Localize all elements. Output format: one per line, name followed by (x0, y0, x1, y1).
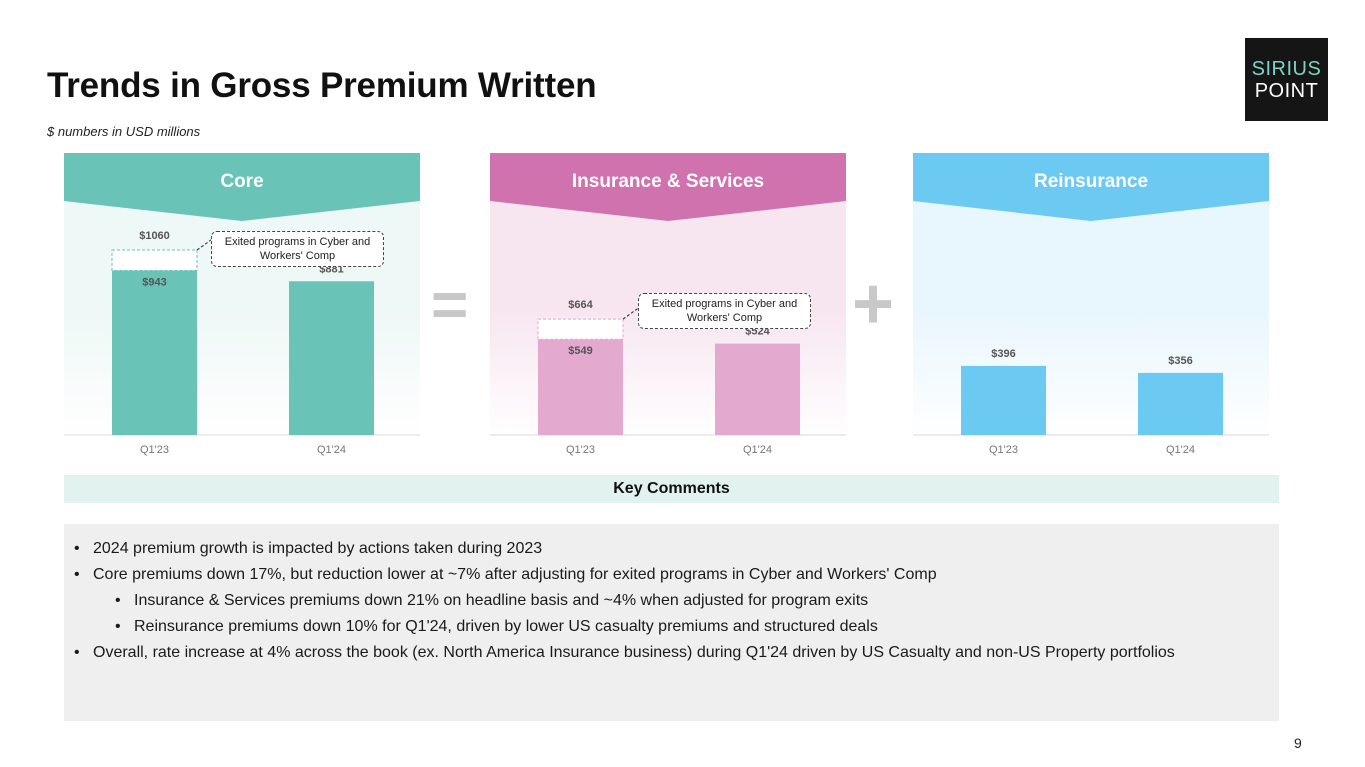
sirius-point-logo: SIRIUS POINT (1245, 38, 1328, 121)
key-comments-list: 2024 premium growth is impacted by actio… (74, 538, 1259, 664)
core-banner-label: Core (220, 171, 264, 192)
logo-line-1: SIRIUS (1251, 57, 1322, 80)
insurance-services-value-label: $549 (568, 345, 592, 357)
core-callout: Exited programs in Cyber and Workers' Co… (211, 231, 384, 267)
reinsurance-bar-chart: $396 Q1'23 $356 Q1'24 (913, 348, 1269, 456)
key-comments-box: 2024 premium growth is impacted by actio… (64, 524, 1279, 721)
key-comment-item: Insurance & Services premiums down 21% o… (115, 590, 1259, 612)
reinsurance-value-label: $396 (991, 348, 1015, 360)
key-comment-item: Overall, rate increase at 4% across the … (74, 642, 1259, 664)
core-value-label: $943 (142, 276, 166, 288)
core-banner (64, 153, 420, 221)
key-comments-header: Key Comments (64, 475, 1279, 503)
reinsurance-category-label: Q1'24 (1166, 444, 1195, 456)
page-number: 9 (1294, 735, 1302, 751)
insurance-services-bar (538, 339, 623, 435)
insurance-services-bar (715, 343, 800, 435)
page-title: Trends in Gross Premium Written (47, 66, 597, 105)
reinsurance-category-label: Q1'23 (989, 444, 1018, 456)
reinsurance-bar (961, 365, 1046, 435)
core-bar (289, 281, 374, 435)
page-subtitle: $ numbers in USD millions (47, 124, 201, 139)
key-comment-item: Reinsurance premiums down 10% for Q1'24,… (115, 616, 1259, 638)
logo-line-2: POINT (1254, 79, 1319, 102)
insurance-services-banner-label: Insurance & Services (571, 171, 765, 192)
core-category-label: Q1'24 (317, 444, 346, 456)
insurance-services-category-label: Q1'24 (743, 444, 772, 456)
key-comment-item: Core premiums down 17%, but reduction lo… (74, 564, 1259, 586)
core-adjusted-value-label: $1060 (139, 230, 170, 242)
equals-operator: = (431, 268, 469, 340)
insurance-services-banner (490, 153, 846, 221)
core-chart-panel: Core $1060 $943 Q1'23 $881 Q1'24 (64, 153, 420, 463)
insurance-services-category-label: Q1'23 (566, 444, 595, 456)
reinsurance-chart-panel: Reinsurance $396 Q1'23 $356 Q1'24 (913, 153, 1269, 463)
insurance-services-adjusted-value-label: $664 (568, 299, 593, 311)
key-comment-item: 2024 premium growth is impacted by actio… (74, 538, 1259, 560)
insurance-services-callout: Exited programs in Cyber and Workers' Co… (638, 293, 811, 329)
insurance-services-adjusted-bar (537, 318, 624, 340)
core-adjusted-bar (111, 249, 198, 271)
core-category-label: Q1'23 (140, 444, 169, 456)
reinsurance-banner-label: Reinsurance (1033, 171, 1149, 192)
core-bar (112, 270, 197, 435)
reinsurance-bar (1138, 372, 1223, 435)
plus-operator: + (852, 264, 895, 344)
reinsurance-value-label: $356 (1168, 355, 1192, 367)
reinsurance-banner (913, 153, 1269, 221)
